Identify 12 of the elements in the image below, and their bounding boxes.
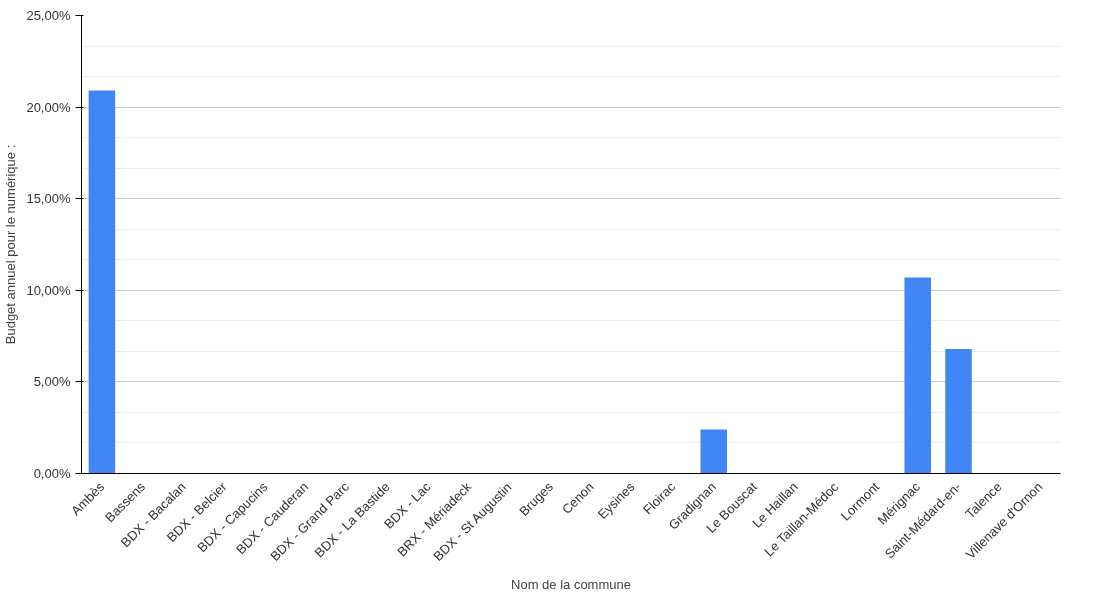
y-tick-label: 25,00% — [26, 8, 71, 23]
y-tick-label: 0,00% — [33, 466, 71, 481]
y-tick-label: 10,00% — [26, 282, 71, 298]
bar — [945, 348, 972, 474]
y-axis-title: Budget annuel pour le numérique : — [3, 144, 19, 345]
bar — [904, 277, 931, 474]
bar — [88, 90, 116, 474]
y-tick-label: 5,00% — [33, 374, 71, 390]
x-axis-title: Nom de la commune — [511, 577, 631, 593]
y-tick-label: 15,00% — [26, 191, 71, 207]
bar — [700, 429, 728, 474]
y-tick-label: 20,00% — [26, 99, 71, 115]
